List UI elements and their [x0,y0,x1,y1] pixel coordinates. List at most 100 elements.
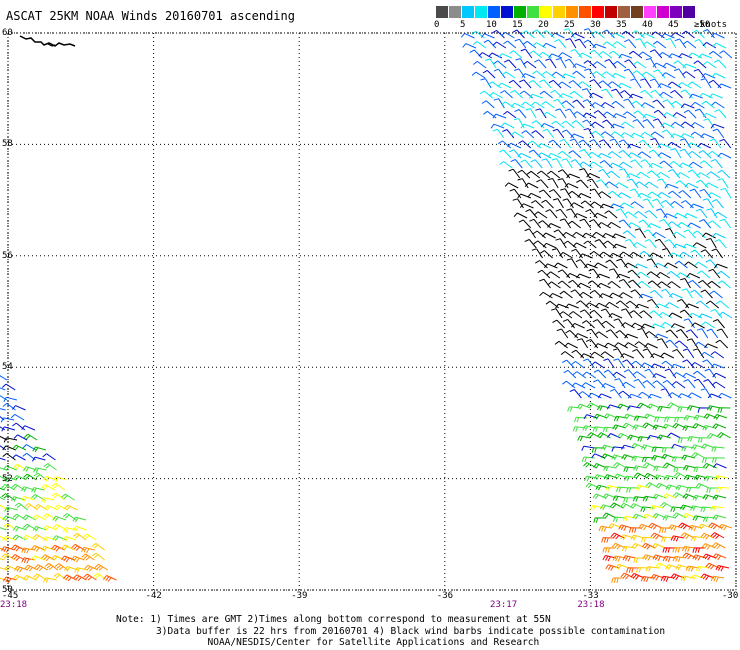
wind-barb [582,232,596,239]
wind-barb [717,169,731,179]
map-frame [7,32,737,591]
wind-barb [572,231,586,239]
wind-barb [657,281,671,289]
wind-barb [641,71,656,79]
wind-barb [695,300,710,309]
wind-barb [619,161,633,169]
wind-barb [545,300,560,309]
wind-barb [630,503,644,509]
wind-barb [650,138,662,149]
wind-barb [541,101,555,109]
wind-barb [652,493,667,500]
wind-barb [11,554,25,561]
wind-barb [693,378,706,389]
wind-barb [530,159,543,169]
wind-barb [562,380,576,389]
wind-barb [626,405,641,411]
wind-barb [636,402,651,409]
wind-barb [664,368,677,379]
wind-barb [648,162,663,169]
wind-barb [638,219,652,229]
wind-barb [678,522,693,530]
wind-barb [693,60,707,69]
wind-barb [601,88,614,99]
wind-barb [680,121,695,129]
wind-barb [688,312,703,319]
wind-barb [694,341,708,349]
wind-barb [717,178,729,189]
wind-barb [581,445,595,451]
lat-tick-label: 56 [2,250,13,261]
wind-barb [672,112,687,119]
wind-barb [602,111,617,119]
wind-barb [23,473,37,481]
wind-barb [582,99,595,109]
wind-barb [531,101,545,109]
wind-barb [547,178,559,189]
wind-barb [589,79,602,89]
wind-barb [713,59,727,69]
wind-barb [666,271,681,279]
wind-barb [564,342,578,349]
wind-barb [21,425,36,431]
wind-barb [705,562,720,570]
wind-barb [492,113,507,119]
wind-barb [500,90,513,99]
wind-barb [593,110,607,119]
wind-barb [667,432,681,439]
wind-barb [694,38,707,49]
wind-barb [623,369,637,379]
wind-barb [683,465,697,471]
wind-barb [698,313,713,319]
wind-barb [632,371,647,379]
wind-barb [711,248,724,259]
wind-barb [527,140,542,149]
wind-barb [714,109,727,119]
wind-barb [662,547,676,553]
wind-barb [548,139,562,149]
wind-barb [703,379,716,389]
wind-barb [621,444,635,450]
wind-barb [706,208,718,219]
wind-barb [672,372,687,379]
wind-barb [685,565,700,572]
wind-barb [642,113,657,119]
wind-barb [650,574,665,581]
wind-barb [649,310,663,319]
wind-barb [589,139,602,149]
wind-barb [673,212,688,219]
wind-barb [561,129,575,139]
colorbar-label: 25 [564,20,575,30]
wind-barb [61,493,75,501]
wind-barb [702,61,717,69]
wind-barb [656,171,671,179]
wind-barb [583,263,598,269]
wind-barb [666,402,681,409]
wind-barb [483,110,497,119]
wind-barb [590,289,603,299]
wind-barb [640,131,655,139]
wind-barb [629,251,643,259]
wind-barb [569,138,582,149]
wind-barb [43,463,57,471]
wind-barb [664,416,678,423]
wind-barb [651,323,665,329]
wind-barb [528,79,542,89]
wind-barb [501,101,515,109]
wind-barb [574,416,588,423]
wind-barb [577,193,592,199]
lon-tick-label: -42 [145,591,162,601]
wind-barb [519,79,532,89]
wind-barb [613,60,627,69]
colorbar-swatch [514,6,526,18]
wind-barb [662,423,677,430]
wind-barb [623,68,636,79]
wind-barb [44,562,59,571]
wind-barb [697,142,712,149]
wind-barb [697,270,711,279]
wind-barb [631,322,645,329]
wind-barb [695,565,710,572]
colorbar-swatch [436,6,448,18]
wind-barb [626,567,640,573]
wind-barb [687,142,702,149]
